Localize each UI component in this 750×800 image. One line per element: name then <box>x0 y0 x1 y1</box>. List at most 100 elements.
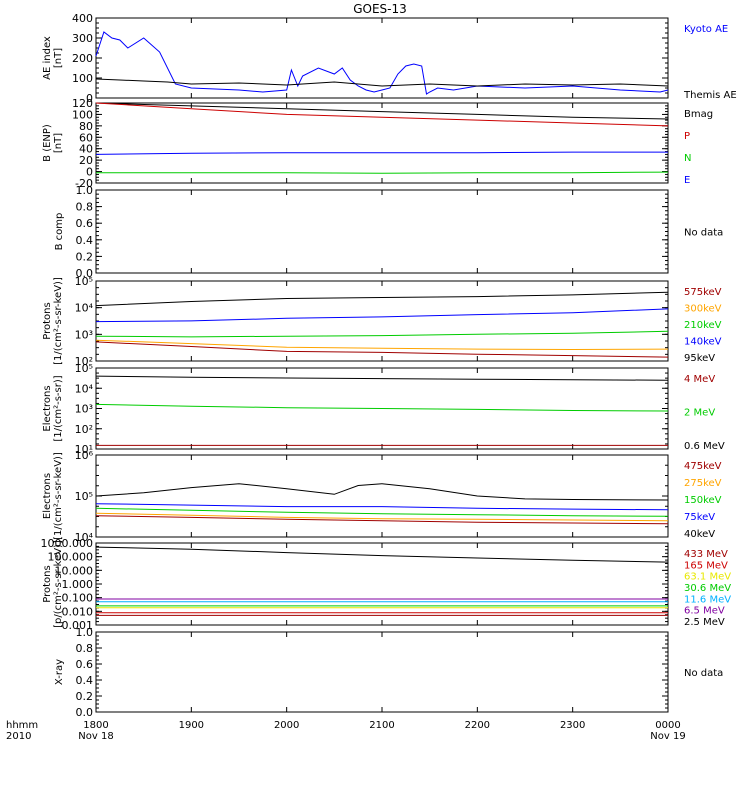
panel-xray: 0.0 0.2 0.4 0.6 0.8 1.0 X-ray No data <box>54 626 723 719</box>
y-axis-label: AE index <box>42 36 53 80</box>
panel-frame <box>95 189 669 274</box>
panel-frame <box>95 454 669 538</box>
legend-entry: 275keV <box>684 478 722 489</box>
y-axis-label: X-ray <box>54 659 65 685</box>
time-axis-hhmm-label: hhmm <box>6 720 38 731</box>
panel-bcomp: 0.0 0.2 0.4 0.6 0.8 1.0 B comp No data <box>54 184 723 280</box>
series-line-2-mev <box>95 403 669 412</box>
y-axis-label: Protons <box>42 565 53 602</box>
y-tick-label: 10⁴ <box>75 531 94 544</box>
time-tick-label: 1900 <box>179 720 204 731</box>
time-tick-label: 2000 <box>274 720 299 731</box>
y-tick-label: 60 <box>79 131 93 144</box>
legend-entry: N <box>684 153 691 164</box>
panel-frame <box>95 631 669 713</box>
legend-entry: 210keV <box>684 320 722 331</box>
no-data-note: No data <box>684 668 723 679</box>
time-axis: hhmm 2010 Nov 18 Nov 19 <box>6 720 686 742</box>
y-axis-label: Electrons <box>42 473 53 519</box>
legend-entry: 0.6 MeV <box>684 441 725 452</box>
y-tick-label: 0.8 <box>76 201 94 214</box>
y-tick-label: 1000.000 <box>41 537 94 550</box>
panel-protons: 10² 10³ 10⁴ 10⁵ Protons [1/(cm²-s-sr-keV)] 575… <box>42 275 722 368</box>
y-tick-label: 1.0 <box>76 626 94 639</box>
series-line-575kev <box>95 341 669 358</box>
y-tick-label: 0.6 <box>76 217 94 230</box>
series-line-0.6-mev <box>95 375 669 381</box>
y-tick-label: 0 <box>86 92 93 105</box>
series-line-n <box>96 171 669 174</box>
y-tick-label: 10⁴ <box>75 302 94 315</box>
y-tick-label: 10.000 <box>55 564 94 577</box>
panel-frame <box>95 102 669 184</box>
series-line-140kev <box>95 308 669 323</box>
legend-entry: 140keV <box>684 337 722 348</box>
time-axis-start-date: Nov 18 <box>78 731 113 742</box>
y-tick-label: 300 <box>72 32 93 45</box>
y-tick-label: 0.100 <box>62 592 94 605</box>
no-data-note: No data <box>684 228 723 239</box>
y-tick-label: 10⁵ <box>75 362 93 375</box>
y-axis-label: [p/(cm²-s-sr-keV)] <box>53 540 64 628</box>
series-line-300kev <box>95 339 669 351</box>
legend-entry: 4 MeV <box>684 374 715 385</box>
y-tick-label: 0.8 <box>76 642 94 655</box>
legend-entry: 6.5 MeV <box>684 606 725 617</box>
series-line-40kev <box>95 483 669 501</box>
y-tick-label: 10¹ <box>75 443 93 456</box>
legend-entry: P <box>684 131 690 142</box>
y-tick-label: 10⁴ <box>75 382 94 395</box>
y-tick-label: 100.000 <box>48 551 94 564</box>
y-tick-label: -20 <box>75 177 93 190</box>
legend-entry: 575keV <box>684 287 722 298</box>
series-line-75kev <box>95 503 669 511</box>
time-tick-label: 2300 <box>560 720 585 731</box>
legend-entry: 300keV <box>684 304 722 315</box>
series-line-475kev <box>95 515 669 525</box>
panel-electrons_kev: 10⁴ 10⁵ 10⁶ Electrons [1/(cm²-s-sr-keV)] 475k… <box>42 449 722 544</box>
y-tick-label: 120 <box>72 97 93 110</box>
time-tick-label: 2200 <box>465 720 490 731</box>
y-axis-label: Electrons <box>42 385 53 431</box>
y-tick-label: 10³ <box>75 403 93 416</box>
legend-entry: 63.1 MeV <box>684 572 731 583</box>
y-tick-label: 0.6 <box>76 658 94 671</box>
series-line-2.5-mev <box>95 546 669 563</box>
time-tick-label: 1800 <box>83 720 108 731</box>
legend-entry: 165 MeV <box>684 560 728 571</box>
legend-entry: 2 MeV <box>684 408 715 419</box>
panel-electrons_mev: 10¹ 10² 10³ 10⁴ 10⁵ Electrons [1/(cm²-s-sr)] 4 … <box>42 362 725 456</box>
series-line-95kev <box>95 291 669 307</box>
series-line-150kev <box>95 507 669 517</box>
legend-entry: Themis AE <box>683 90 737 101</box>
y-tick-label: 0.010 <box>62 605 94 618</box>
time-tick-label: 0000 <box>655 720 680 731</box>
y-axis-label: [nT] <box>53 133 64 153</box>
y-axis-label: [nT] <box>53 48 64 68</box>
legend-entry: 30.6 MeV <box>684 583 731 594</box>
legend-entry: Bmag <box>684 109 713 120</box>
series-line-210kev <box>95 330 669 338</box>
legend-entry: 40keV <box>684 529 715 540</box>
y-tick-label: 0.4 <box>76 234 94 247</box>
legend-entry: 433 MeV <box>684 549 728 560</box>
series-line-p <box>95 102 669 127</box>
y-tick-label: 0 <box>86 166 93 179</box>
legend-entry: E <box>684 175 690 186</box>
y-tick-label: 0.2 <box>76 690 94 703</box>
y-tick-label: 10⁵ <box>75 490 93 503</box>
panel-protons_mev: 0.0010.0100.1001.00010.000100.0001000.00… <box>41 537 732 632</box>
y-tick-label: 10² <box>75 355 93 368</box>
y-tick-label: 10³ <box>75 328 93 341</box>
y-tick-label: 80 <box>79 120 93 133</box>
legend-entry: Kyoto AE <box>684 24 728 35</box>
y-tick-label: 100 <box>72 72 93 85</box>
y-axis-label: B (ENP) <box>42 124 53 162</box>
series-line-e <box>95 151 668 155</box>
panel-ae: 0 100 200 300 400 AE index [nT] Kyoto AE Themis … <box>42 12 737 105</box>
y-tick-label: 0.001 <box>62 619 94 632</box>
legend-entry: 11.6 MeV <box>684 594 731 605</box>
